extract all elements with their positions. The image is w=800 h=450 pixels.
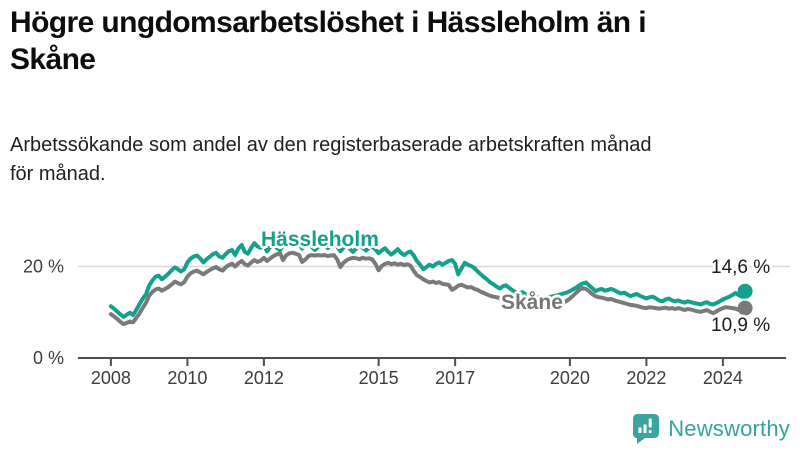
x-axis-tick-label: 2020 [550,368,590,388]
x-axis-tick-label: 2008 [91,368,131,388]
x-axis-tick-label: 2010 [167,368,207,388]
series-line-hässleholm [108,238,748,319]
end-value-label-skaane: 10,9 % [711,315,771,336]
y-axis-tick-label: 0 % [33,348,64,368]
chart-subtitle: Arbetssökande som andel av den registerb… [10,131,790,189]
page-title-line1: Högre ungdomsarbetslöshet i Hässleholm ä… [10,6,647,39]
x-axis-tick-label: 2012 [244,368,284,388]
end-value-label-haessleholm: 14,6 % [711,257,771,278]
series-label-skaane: Skåne [501,291,563,314]
x-axis-tick-label: 2015 [359,368,399,388]
line-chart: 0 % 20 % 2008 2010 2012 2015 2017 2020 2022 2024 [23,238,790,388]
series-label-haessleholm: Hässleholm [261,228,379,251]
chart-subtitle-line2: för månad. [10,163,106,185]
page-title-line2: Skåne [10,43,96,76]
page-title: Högre ungdomsarbetslöshet i Hässleholm ä… [10,4,790,78]
series-line-skåne [108,250,748,327]
newsworthy-logo-text: Newsworthy [668,416,790,441]
x-axis-tick-label: 2024 [703,368,743,388]
y-axis-tick-label: 20 % [23,257,64,277]
chart-subtitle-line1: Arbetssökande som andel av den registerb… [10,134,652,156]
series-end-dot-skåne [737,300,753,316]
x-axis-tick-label: 2017 [435,368,475,388]
newsworthy-logo[interactable]: Newsworthy [633,414,790,444]
x-axis-tick-label: 2022 [626,368,666,388]
series-end-dot-hässleholm [737,283,753,299]
newsworthy-logo-icon [633,414,660,444]
